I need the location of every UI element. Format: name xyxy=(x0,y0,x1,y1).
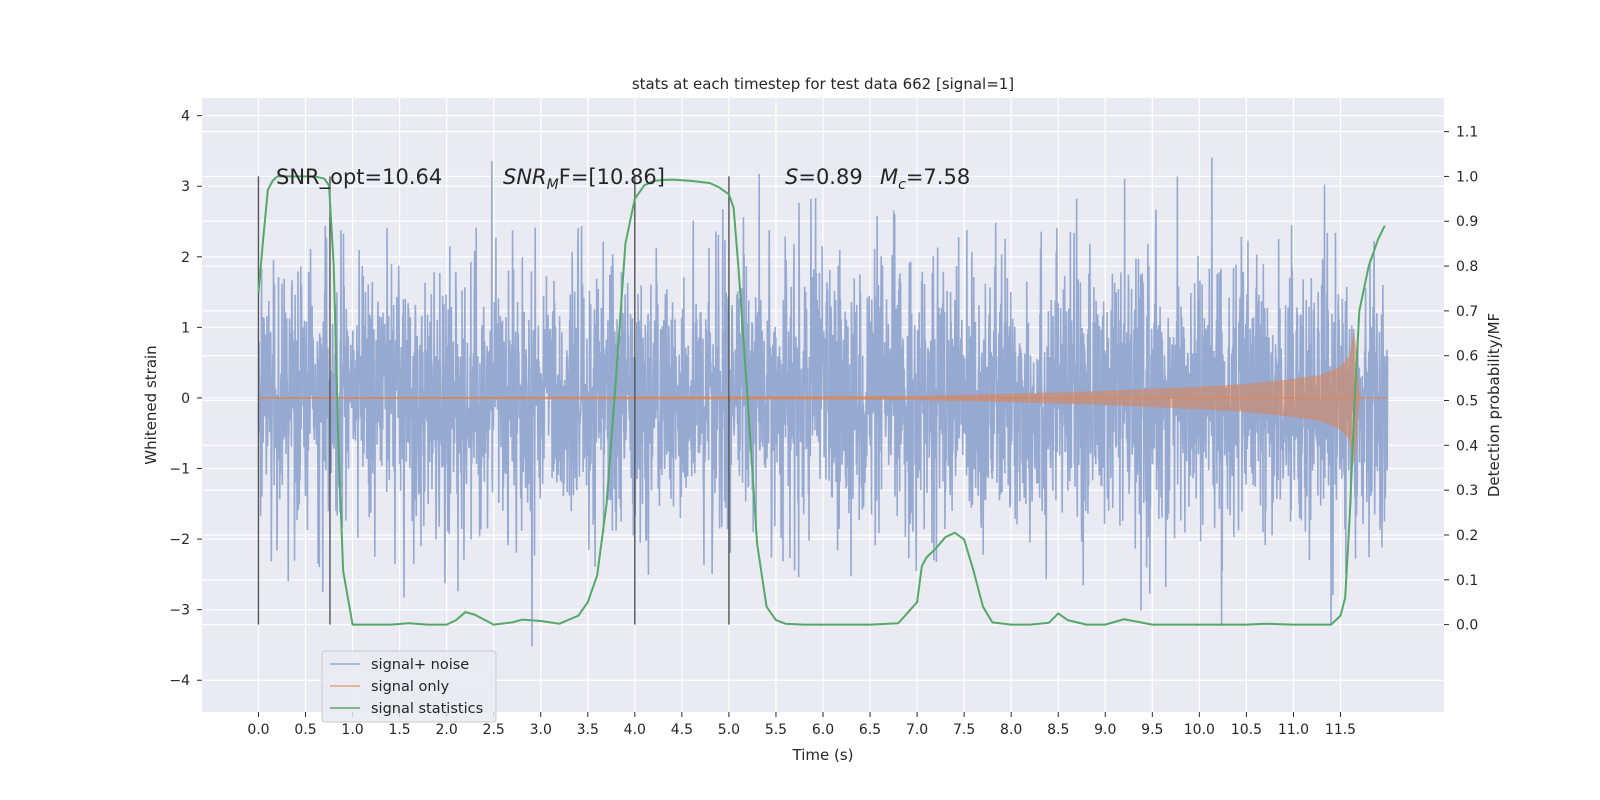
annotation-snr-mf: SNRMF=[10.86] xyxy=(503,165,665,193)
annotation-s-value: S=0.89 xyxy=(785,165,863,189)
x-tick-label-23: 11.5 xyxy=(1325,722,1356,738)
x-tick-label-16: 8.0 xyxy=(1000,722,1022,738)
y2-axis-ticks: 1.1 1.0 0.9 0.8 0.7 0.6 0.5 0.4 0.3 0.2 0.1 0.0 xyxy=(1444,125,1478,634)
y2-tick-label-6: 0.5 xyxy=(1456,394,1478,410)
y-tick-label-5: −1 xyxy=(169,462,190,478)
annotation-snr-opt: SNR_opt=10.64 xyxy=(276,165,442,190)
x-tick-label-19: 9.5 xyxy=(1141,722,1163,738)
y2-tick-label-2: 0.9 xyxy=(1456,214,1478,230)
x-tick-label-1: 0.5 xyxy=(294,722,316,738)
y-tick-label-4: 0 xyxy=(181,391,190,407)
x-tick-label-3: 1.5 xyxy=(388,722,410,738)
y-tick-label-8: −4 xyxy=(169,673,190,689)
y2-tick-label-11: 0.0 xyxy=(1456,618,1478,634)
x-tick-label-17: 8.5 xyxy=(1047,722,1069,738)
x-tick-label-7: 3.5 xyxy=(577,722,599,738)
x-tick-label-20: 10.0 xyxy=(1184,722,1215,738)
x-tick-label-5: 2.5 xyxy=(483,722,505,738)
y-tick-label-7: −3 xyxy=(169,603,190,619)
annotation-mc-number: =7.58 xyxy=(906,165,970,189)
annotation-snr-subscript: M xyxy=(547,177,559,193)
x-tick-label-18: 9.0 xyxy=(1094,722,1116,738)
x-tick-label-15: 7.5 xyxy=(953,722,975,738)
x-tick-label-13: 6.5 xyxy=(859,722,881,738)
chart-title: stats at each timestep for test data 662… xyxy=(632,75,1014,93)
annotation-mc-symbol: M xyxy=(880,165,898,189)
y2-tick-label-7: 0.4 xyxy=(1456,438,1478,454)
y2-axis-label: Detection probability/MF xyxy=(1485,313,1503,497)
series-signal-statistics xyxy=(257,175,1386,626)
vertical-markers xyxy=(257,176,730,625)
x-tick-label-0: 0.0 xyxy=(247,722,269,738)
x-tick-label-14: 7.0 xyxy=(906,722,928,738)
y2-tick-label-1: 1.0 xyxy=(1456,169,1478,185)
y-tick-label-2: 2 xyxy=(181,250,190,266)
legend-label-signal-only: signal only xyxy=(371,679,450,695)
legend-box xyxy=(321,650,497,723)
x-tick-label-6: 3.0 xyxy=(530,722,552,738)
x-tick-label-2: 1.0 xyxy=(341,722,363,738)
annotation-snr-symbol: SNR xyxy=(503,165,547,189)
x-tick-label-9: 4.5 xyxy=(671,722,693,738)
y-tick-label-6: −2 xyxy=(169,532,190,548)
annotation-s-symbol: S xyxy=(785,165,798,189)
y-tick-label-0: 4 xyxy=(181,109,190,125)
x-axis-ticks: 0.0 0.5 1.0 1.5 2.0 2.5 3.0 3.5 4.0 4.5 5.0 5.5 6.0 6… xyxy=(247,712,1356,738)
y2-tick-label-0: 1.1 xyxy=(1456,125,1478,141)
y2-tick-label-9: 0.2 xyxy=(1456,528,1478,544)
y-axis-label: Whitened strain xyxy=(142,345,160,464)
y2-tick-label-3: 0.8 xyxy=(1456,259,1478,275)
y-axis-ticks: 4 3 2 1 0 −1 −2 −3 −4 xyxy=(169,109,202,689)
series-signal-only xyxy=(258,330,1388,466)
annotation-mc-subscript: c xyxy=(898,177,906,193)
y2-tick-label-5: 0.6 xyxy=(1456,349,1478,365)
x-tick-label-8: 4.0 xyxy=(624,722,646,738)
annotation-mc-value: Mc=7.58 xyxy=(880,165,970,193)
x-tick-label-22: 11.0 xyxy=(1278,722,1309,738)
y2-tick-label-4: 0.7 xyxy=(1456,304,1478,320)
legend-label-signal-noise: signal+ noise xyxy=(371,657,469,673)
legend: signal+ noise signal only signal statist… xyxy=(321,650,497,723)
legend-label-signal-statistics: signal statistics xyxy=(371,701,483,717)
x-axis-label: Time (s) xyxy=(792,746,854,764)
x-tick-label-4: 2.0 xyxy=(436,722,458,738)
annotation-s-number: =0.89 xyxy=(798,165,862,189)
y2-tick-label-8: 0.3 xyxy=(1456,483,1478,499)
x-tick-label-11: 5.5 xyxy=(765,722,787,738)
x-tick-label-10: 5.0 xyxy=(718,722,740,738)
x-tick-label-12: 6.0 xyxy=(812,722,834,738)
annotation-snr-mf-value: F=[10.86] xyxy=(559,165,665,189)
y2-tick-label-10: 0.1 xyxy=(1456,573,1478,589)
x-tick-label-21: 10.5 xyxy=(1231,722,1262,738)
y-tick-label-3: 1 xyxy=(181,320,190,336)
y-tick-label-1: 3 xyxy=(181,179,190,195)
signal-statistics-line xyxy=(257,175,1386,626)
